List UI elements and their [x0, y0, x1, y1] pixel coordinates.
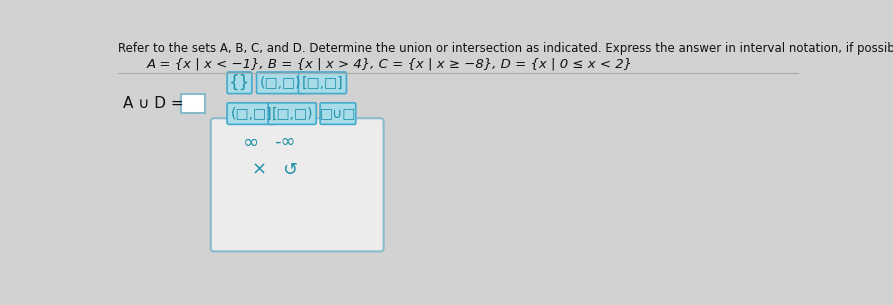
Text: [□,□): [□,□) — [271, 107, 313, 120]
Text: ∞: ∞ — [243, 133, 259, 152]
FancyBboxPatch shape — [227, 72, 252, 94]
FancyBboxPatch shape — [180, 94, 205, 113]
Text: A = {x | x < −1}, B = {x | x > 4}, C = {x | x ≥ −8}, D = {x | 0 ≤ x < 2}: A = {x | x < −1}, B = {x | x > 4}, C = {… — [146, 57, 632, 70]
Text: □∪□: □∪□ — [320, 107, 356, 120]
FancyBboxPatch shape — [268, 103, 316, 124]
Text: [□,□]: [□,□] — [302, 76, 343, 90]
FancyBboxPatch shape — [211, 118, 384, 251]
Text: ×: × — [251, 161, 266, 179]
Text: (□,□): (□,□) — [260, 76, 301, 90]
FancyBboxPatch shape — [227, 103, 275, 124]
Text: Refer to the sets A, B, C, and D. Determine the union or intersection as indicat: Refer to the sets A, B, C, and D. Determ… — [118, 42, 893, 55]
FancyBboxPatch shape — [298, 72, 346, 94]
Text: {}: {} — [229, 74, 250, 92]
Text: ↺: ↺ — [282, 161, 297, 179]
Text: A ∪ D =: A ∪ D = — [123, 96, 184, 111]
FancyBboxPatch shape — [320, 103, 355, 124]
FancyBboxPatch shape — [256, 72, 305, 94]
Text: -∞: -∞ — [273, 133, 296, 151]
Text: (□,□]: (□,□] — [230, 107, 272, 120]
